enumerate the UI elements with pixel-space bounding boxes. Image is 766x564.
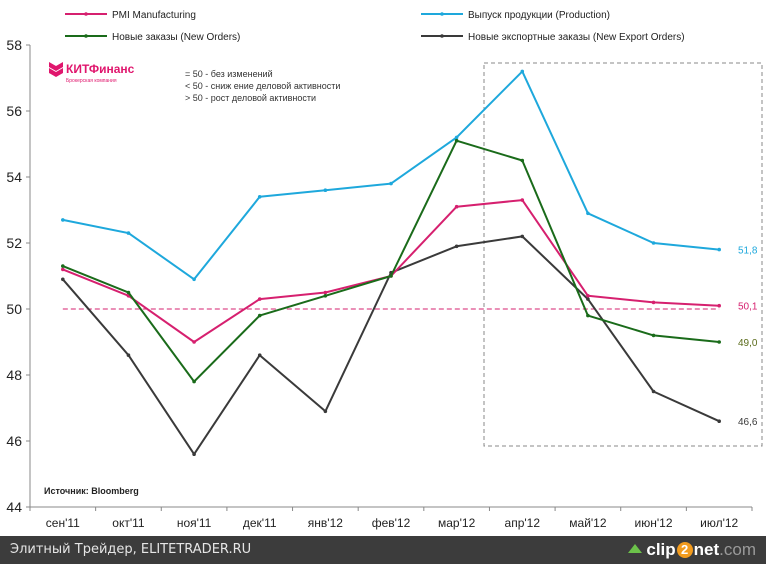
data-point: [651, 333, 656, 338]
data-point: [651, 241, 656, 245]
legend-marker: [440, 34, 444, 38]
data-point: [520, 69, 525, 74]
end-labels: 50,1 51,8 49,0 46,6: [738, 246, 758, 429]
data-point: [61, 267, 65, 272]
data-point: [586, 211, 590, 216]
legend-marker: [84, 34, 88, 38]
data-point: [717, 340, 721, 344]
legend: PMI Manufacturing Выпуск продукции (Produ…: [65, 10, 685, 43]
data-point: [651, 389, 656, 394]
note-less: < 50 - сниж ение деловой активности: [185, 81, 340, 91]
clip-logo-part: clip: [646, 540, 676, 559]
footer-text: Элитный Трейдер, ELITETRADER.RU: [10, 542, 252, 557]
x-tick-label: сен'11: [46, 516, 80, 530]
upload-arrow-icon: [628, 543, 643, 553]
end-label: 51,8: [738, 246, 758, 257]
y-tick-label: 44: [6, 499, 22, 515]
x-tick-label: ноя'11: [177, 516, 212, 530]
data-point: [257, 313, 262, 318]
notes: = 50 - без изменений < 50 - сниж ение де…: [185, 69, 340, 103]
data-point: [126, 290, 131, 295]
y-tick-label: 58: [6, 37, 22, 53]
x-tick-label: янв'12: [308, 516, 343, 530]
data-point: [454, 135, 459, 140]
clip2net-logo: clip 2 net .com: [628, 540, 756, 560]
logo-text: КИТФинанс: [66, 62, 135, 76]
data-point: [520, 158, 525, 163]
data-point: [389, 181, 393, 186]
data-point: [454, 138, 459, 143]
data-point: [454, 204, 459, 209]
series-line: [62, 235, 720, 456]
y-tick-label: 56: [6, 103, 22, 119]
y-tick-label: 52: [6, 235, 22, 251]
data-point: [257, 353, 262, 358]
data-point: [323, 409, 328, 414]
data-point: [454, 244, 459, 249]
legend-label: Выпуск продукции (Production): [468, 10, 610, 21]
legend-label: Новые заказы (New Orders): [112, 32, 240, 43]
x-tick-label: май'12: [569, 516, 607, 530]
logo: КИТФинанс Брокерская компания: [49, 62, 135, 84]
end-label: 46,6: [738, 417, 758, 428]
y-tick-label: 46: [6, 433, 22, 449]
legend-marker: [440, 12, 444, 16]
end-label: 50,1: [738, 302, 758, 313]
note-greater: > 50 - рост деловой активности: [185, 93, 316, 103]
clip-logo-net: net: [693, 540, 720, 559]
x-tick-label: фев'12: [372, 516, 411, 530]
series-group: [61, 69, 721, 457]
clip-logo-two: 2: [676, 542, 693, 558]
highlight-rect: [483, 62, 763, 447]
x-tick-label: дек'11: [243, 516, 277, 530]
x-tick-label: июл'12: [700, 516, 738, 530]
series-line: [62, 70, 720, 281]
data-point: [651, 300, 656, 305]
data-point: [192, 340, 196, 344]
data-point: [586, 297, 590, 301]
y-tick-label: 54: [6, 169, 22, 185]
data-point: [586, 313, 590, 318]
x-tick-label: апр'12: [505, 516, 541, 530]
note-equal: = 50 - без изменений: [185, 69, 273, 79]
data-point: [717, 303, 721, 308]
kit-logo-mark: [49, 62, 63, 77]
x-tick-label: окт'11: [112, 516, 145, 530]
data-point: [61, 264, 65, 268]
footer-bar: Элитный Трейдер, ELITETRADER.RU clip 2 net…: [0, 536, 766, 564]
axes: 44 46 48 50 52 54 56 58 сен'11 окт'11 ноя'11 дек'11…: [6, 37, 753, 530]
data-point: [520, 234, 525, 239]
end-label: 49,0: [738, 338, 758, 349]
data-point: [192, 452, 196, 457]
data-point: [520, 198, 525, 202]
data-point: [126, 353, 131, 358]
data-point: [586, 294, 590, 298]
data-point: [323, 290, 328, 295]
logo-subtext: Брокерская компания: [66, 78, 117, 84]
data-point: [61, 218, 65, 222]
data-point: [192, 379, 196, 384]
data-point: [323, 294, 328, 298]
y-tick-label: 50: [6, 301, 22, 317]
highlight-box: [483, 62, 763, 447]
data-point: [717, 247, 721, 252]
data-point: [389, 274, 393, 278]
line-chart: 44 46 48 50 52 54 56 58 сен'11 окт'11 ноя'11 дек'11…: [6, 10, 763, 530]
x-tick-label: мар'12: [438, 516, 476, 530]
legend-label: PMI Manufacturing: [112, 10, 196, 21]
data-point: [257, 195, 262, 199]
legend-marker: [84, 12, 88, 16]
data-point: [323, 188, 328, 192]
data-point: [61, 277, 65, 282]
x-tick-label: июн'12: [635, 516, 673, 530]
y-tick-label: 48: [6, 367, 22, 383]
legend-label: Новые экспортные заказы (New Export Orde…: [468, 32, 685, 43]
source-label: Источник: Bloomberg: [44, 486, 139, 496]
data-point: [126, 231, 131, 235]
data-point: [717, 419, 721, 424]
data-point: [192, 277, 196, 282]
data-point: [257, 297, 262, 301]
clip-logo-com: .com: [719, 540, 756, 559]
